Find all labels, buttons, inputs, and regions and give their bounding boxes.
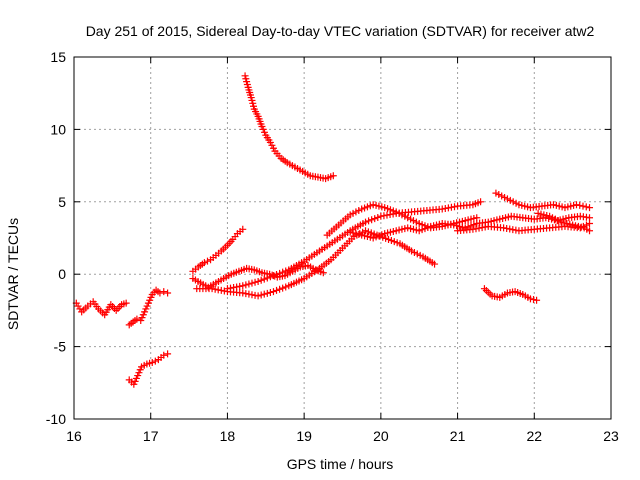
- data-point-marker: [582, 203, 590, 211]
- data-point-marker: [526, 295, 534, 303]
- data-point-marker: [282, 283, 290, 291]
- x-tick-label: 18: [220, 428, 236, 444]
- data-point-marker: [371, 215, 379, 223]
- plot-frame: [73, 56, 612, 420]
- x-tick-label: 21: [450, 428, 466, 444]
- data-point-marker: [254, 277, 262, 285]
- data-point-marker: [239, 282, 247, 290]
- data-point-marker: [586, 204, 594, 212]
- data-point-marker: [260, 275, 268, 283]
- data-point-marker: [248, 279, 256, 287]
- data-point-marker: [572, 201, 580, 209]
- data-point-marker: [273, 270, 281, 278]
- data-point-marker: [586, 220, 594, 228]
- data-point-marker: [260, 290, 268, 298]
- x-tick-label: 19: [296, 428, 312, 444]
- data-point-marker: [254, 292, 262, 300]
- data-point-marker: [164, 289, 172, 297]
- data-point-marker: [269, 288, 277, 296]
- data-point-marker: [269, 272, 277, 280]
- data-point-marker: [586, 227, 594, 235]
- data-point-marker: [276, 269, 284, 277]
- y-tick-label: -5: [54, 339, 67, 355]
- x-tick-label: 22: [526, 428, 542, 444]
- y-axis-label: SDTVAR / TECUs: [5, 218, 21, 330]
- y-tick-label: 0: [58, 266, 66, 282]
- y-tick-label: 5: [58, 194, 66, 210]
- x-tick-label: 20: [373, 428, 389, 444]
- data-point-marker: [122, 299, 130, 307]
- x-tick-label: 23: [603, 428, 619, 444]
- data-point-marker: [533, 296, 541, 304]
- data-point-marker: [374, 213, 382, 221]
- data-point-marker: [273, 286, 281, 294]
- grid-lines: [74, 57, 611, 419]
- data-point-marker: [319, 269, 327, 277]
- data-point-marker: [242, 281, 250, 289]
- x-tick-label: 17: [143, 428, 159, 444]
- data-point-marker: [251, 278, 259, 286]
- data-point-marker: [148, 359, 156, 367]
- data-point-marker: [133, 315, 141, 323]
- x-axis-label: GPS time / hours: [287, 456, 394, 472]
- x-tick-label: 16: [66, 428, 82, 444]
- y-tick-label: 10: [50, 121, 66, 137]
- data-point-marker: [477, 198, 485, 206]
- y-tick-label: -10: [46, 411, 66, 427]
- data-point-marker: [245, 280, 253, 288]
- data-point-marker: [279, 268, 287, 276]
- data-point-marker: [579, 202, 587, 210]
- data-points: [72, 72, 594, 388]
- data-point-marker: [203, 257, 211, 265]
- data-point-marker: [276, 285, 284, 293]
- data-point-marker: [263, 274, 271, 282]
- data-point-marker: [151, 357, 159, 365]
- data-point-marker: [200, 259, 208, 267]
- data-point-marker: [368, 216, 376, 224]
- data-point-marker: [266, 288, 274, 296]
- axis-ticks: 16 17 18 19 20 21 22 23 -10 -5 0 5 10 15: [46, 49, 619, 444]
- data-point-marker: [329, 172, 337, 180]
- data-point-marker: [431, 260, 439, 268]
- data-point-marker: [160, 351, 168, 359]
- data-point-marker: [239, 225, 247, 233]
- data-point-marker: [160, 288, 168, 296]
- data-point-marker: [257, 291, 265, 299]
- data-point-marker: [365, 217, 373, 225]
- chart-title: Day 251 of 2015, Sidereal Day-to-day VTE…: [86, 23, 595, 39]
- data-point-marker: [279, 284, 287, 292]
- data-point-marker: [156, 289, 164, 297]
- data-point-marker: [266, 273, 274, 281]
- data-point-marker: [257, 276, 265, 284]
- data-point-marker: [362, 218, 370, 226]
- data-point-marker: [164, 350, 172, 358]
- y-tick-label: 15: [50, 49, 66, 65]
- data-point-marker: [282, 267, 290, 275]
- data-point-marker: [263, 289, 271, 297]
- data-point-marker: [576, 201, 584, 209]
- data-point-marker: [530, 296, 538, 304]
